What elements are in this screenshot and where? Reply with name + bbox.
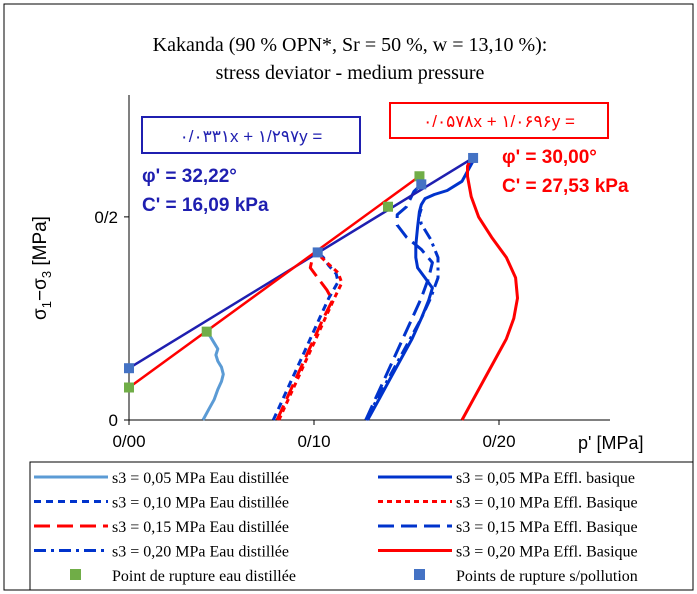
legend-box (29, 461, 694, 591)
series-line-6 (277, 250, 344, 421)
chart-title: Kakanda (90 % OPN*, Sr = 50 %, w = 13,10… (153, 34, 548, 56)
y-tick-label-0: 0 (109, 411, 118, 430)
legend-label-5: s3 = 0,05 MPa Effl. basique (456, 470, 635, 487)
axis-ticks: 0/00 0/10 0/20 0 0/2 (94, 208, 515, 451)
legend-label-1: s3 = 0,10 MPa Eau distillée (112, 495, 289, 512)
friction-angle-red: φ' = 30,00° (502, 147, 597, 168)
x-tick-label-1: 0/10 (297, 432, 330, 451)
rupture-point-9-1 (312, 247, 323, 258)
y-tick-label-1: 0/2 (94, 208, 118, 227)
legend-swatch-9 (414, 569, 425, 580)
fit-line-1 (128, 175, 421, 389)
y-axis-label: σ1−σ3 [MPa] (30, 216, 54, 320)
series-line-3 (364, 208, 440, 421)
series-line-7 (364, 183, 434, 421)
legend-label-2: s3 = 0,15 MPa Eau distillée (112, 519, 289, 536)
rupture-point-9-3 (468, 152, 479, 163)
legend-label-8: s3 = 0,20 MPa Effl. Basique (456, 544, 638, 561)
rupture-point-4-1 (201, 326, 212, 337)
x-tick-label-2: 0/20 (482, 432, 515, 451)
chart-subtitle: stress deviator - medium pressure (216, 62, 485, 84)
rupture-markers (124, 152, 479, 393)
legend: s3 = 0,05 MPa Eau distillée s3 = 0,10 MPa… (29, 461, 694, 591)
rupture-point-9-2 (416, 179, 427, 190)
cohesion-red: C' = 27,53 kPa (502, 176, 629, 197)
rupture-point-4-2 (383, 201, 393, 212)
legend-label-4: Point de rupture eau distillée (112, 568, 296, 585)
series-line-8 (460, 157, 519, 421)
annotation-blue: ۰/۰۳۳۱x + ۱/۲۹۷y = φ' = 32,22° C' = 16,0… (141, 116, 361, 216)
legend-label-9: Points de rupture s/pollution (456, 568, 638, 585)
annotation-red: ۰/۰۵۷۸x + ۱/۰۶۹۶y = φ' = 30,00° C' = 27,… (389, 102, 629, 197)
legend-label-6: s3 = 0,10 MPa Effl. Basique (456, 495, 638, 512)
rupture-point-4-3 (414, 171, 425, 182)
equation-box-blue (141, 116, 361, 154)
friction-angle-blue: φ' = 32,22° (142, 166, 237, 187)
cohesion-blue: C' = 16,09 kPa (142, 195, 269, 216)
legend-label-0: s3 = 0,05 MPa Eau distillée (112, 470, 289, 487)
series-line-5 (366, 160, 475, 421)
x-tick-label-0: 0/00 (112, 432, 145, 451)
rupture-point-9-0 (124, 363, 134, 374)
equation-box-red (389, 102, 609, 139)
legend-label-3: s3 = 0,20 MPa Eau distillée (112, 544, 289, 561)
equation-red: ۰/۰۵۷۸x + ۱/۰۶۹۶y = (423, 112, 575, 131)
series-line-0 (201, 330, 225, 421)
legend-swatch-4 (70, 569, 81, 580)
fit-lines (128, 156, 474, 389)
plot-area: 0/00 0/10 0/20 0 0/2 (94, 95, 610, 451)
series-layer (201, 157, 519, 421)
rupture-point-4-0 (124, 382, 134, 393)
equation-blue: ۰/۰۳۳۱x + ۱/۲۹۷y = (180, 127, 323, 146)
legend-label-7: s3 = 0,15 MPa Effl. Basique (456, 519, 638, 536)
x-axis-label: p' [MPa] (578, 433, 643, 453)
